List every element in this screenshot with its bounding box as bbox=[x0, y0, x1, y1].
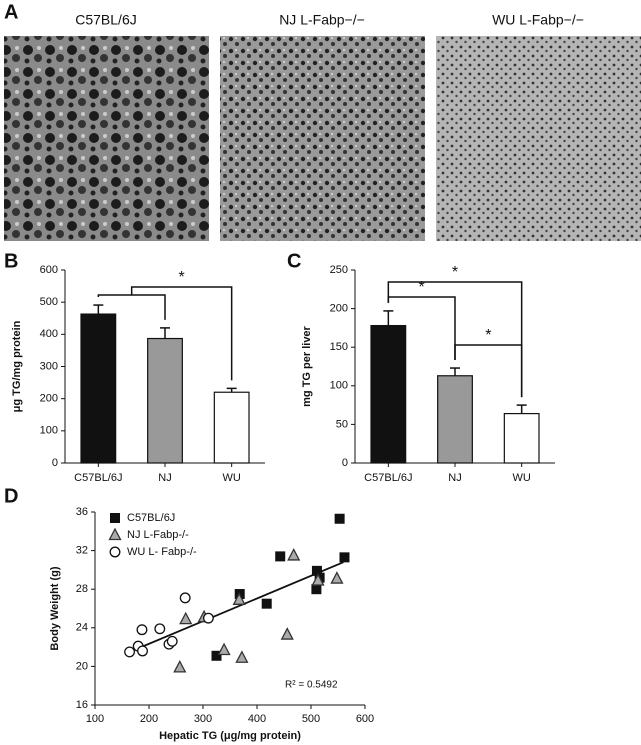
micrograph bbox=[220, 36, 425, 241]
significance-star: * bbox=[419, 279, 425, 296]
significance-star: * bbox=[485, 327, 491, 344]
y-tick-label: 200 bbox=[40, 393, 58, 405]
marker bbox=[311, 565, 322, 576]
marker bbox=[261, 598, 272, 609]
micrograph bbox=[436, 36, 641, 241]
y-tick-label: 400 bbox=[40, 328, 58, 340]
y-tick-label: 0 bbox=[342, 457, 348, 469]
marker bbox=[311, 584, 322, 595]
x-tick-label: C57BL/6J bbox=[364, 472, 412, 484]
x-tick-label: WU bbox=[223, 472, 241, 484]
significance-star: * bbox=[179, 269, 185, 286]
marker bbox=[232, 592, 246, 605]
image-caption: WU L-Fabp−/− bbox=[492, 12, 584, 28]
bar bbox=[370, 324, 407, 464]
y-tick-label: 50 bbox=[336, 418, 348, 430]
marker bbox=[235, 650, 249, 663]
y-tick-label: 250 bbox=[330, 264, 348, 276]
significance-bracket bbox=[387, 281, 523, 398]
legend-marker bbox=[108, 527, 122, 541]
y-tick-label: 0 bbox=[52, 457, 58, 469]
marker bbox=[173, 659, 187, 673]
x-tick-label: 200 bbox=[140, 713, 158, 725]
x-tick-label: 600 bbox=[356, 713, 374, 725]
marker bbox=[179, 611, 193, 625]
y-tick-label: 150 bbox=[330, 341, 348, 353]
marker bbox=[211, 650, 222, 661]
panel-letter: D bbox=[4, 485, 18, 507]
x-axis-label: Hepatic TG (μg/mg protein) bbox=[159, 730, 301, 742]
marker bbox=[202, 612, 214, 624]
panel-letter: C bbox=[287, 250, 301, 272]
marker bbox=[217, 642, 231, 656]
x-tick-label: NJ bbox=[448, 472, 461, 484]
legend-label: WU L- Fabp-/- bbox=[127, 546, 197, 558]
y-axis-label: Body Weight (g) bbox=[49, 566, 61, 650]
y-tick-label: 500 bbox=[40, 296, 58, 308]
x-tick-label: C57BL/6J bbox=[74, 472, 122, 484]
bar bbox=[80, 313, 117, 464]
y-tick-label: 100 bbox=[40, 425, 58, 437]
panel-letter: B bbox=[4, 250, 18, 272]
x-tick-label: NJ bbox=[158, 472, 171, 484]
y-axis-label: μg TG/mg protein bbox=[11, 320, 23, 412]
y-tick-label: 300 bbox=[40, 360, 58, 372]
image-caption: C57BL/6J bbox=[75, 12, 136, 28]
image-caption: NJ L-Fabp−/− bbox=[279, 12, 365, 28]
marker bbox=[330, 571, 344, 584]
significance-bracket bbox=[454, 344, 523, 398]
panel-letter: A bbox=[4, 1, 18, 23]
y-tick-label: 36 bbox=[76, 506, 88, 518]
bar bbox=[147, 337, 183, 464]
significance-bracket bbox=[387, 296, 456, 361]
y-tick-label: 32 bbox=[76, 545, 88, 557]
marker bbox=[154, 623, 166, 635]
significance-bracket bbox=[97, 286, 233, 381]
marker bbox=[334, 513, 345, 524]
micrograph bbox=[4, 36, 209, 241]
bar bbox=[213, 391, 250, 464]
marker bbox=[166, 635, 178, 647]
legend-marker bbox=[110, 513, 120, 523]
marker bbox=[311, 573, 325, 586]
y-tick-label: 600 bbox=[40, 264, 58, 276]
marker bbox=[179, 592, 191, 604]
y-tick-label: 24 bbox=[76, 622, 88, 634]
marker bbox=[136, 624, 148, 636]
x-tick-label: 300 bbox=[194, 713, 212, 725]
bar bbox=[437, 375, 473, 464]
x-tick-label: 100 bbox=[86, 713, 104, 725]
trendline bbox=[127, 561, 344, 654]
y-tick-label: 20 bbox=[76, 660, 88, 672]
legend-label: NJ L-Fabp-/- bbox=[127, 529, 189, 541]
marker bbox=[137, 645, 148, 657]
y-tick-label: 200 bbox=[330, 303, 348, 315]
significance-star: * bbox=[452, 264, 458, 281]
legend-label: C57BL/6J bbox=[127, 512, 175, 524]
marker bbox=[280, 627, 294, 640]
y-tick-label: 100 bbox=[330, 380, 348, 392]
marker bbox=[275, 551, 286, 562]
x-tick-label: 500 bbox=[302, 713, 320, 725]
marker bbox=[287, 548, 301, 561]
r-squared: R² = 0.5492 bbox=[285, 680, 338, 691]
bar bbox=[503, 412, 540, 464]
marker bbox=[339, 552, 350, 563]
y-axis-label: mg TG per liver bbox=[301, 325, 313, 406]
y-tick-label: 28 bbox=[76, 583, 88, 595]
legend-marker bbox=[109, 546, 121, 558]
x-tick-label: 400 bbox=[248, 713, 266, 725]
marker bbox=[124, 646, 136, 658]
y-tick-label: 16 bbox=[76, 699, 88, 711]
x-tick-label: WU bbox=[513, 472, 531, 484]
